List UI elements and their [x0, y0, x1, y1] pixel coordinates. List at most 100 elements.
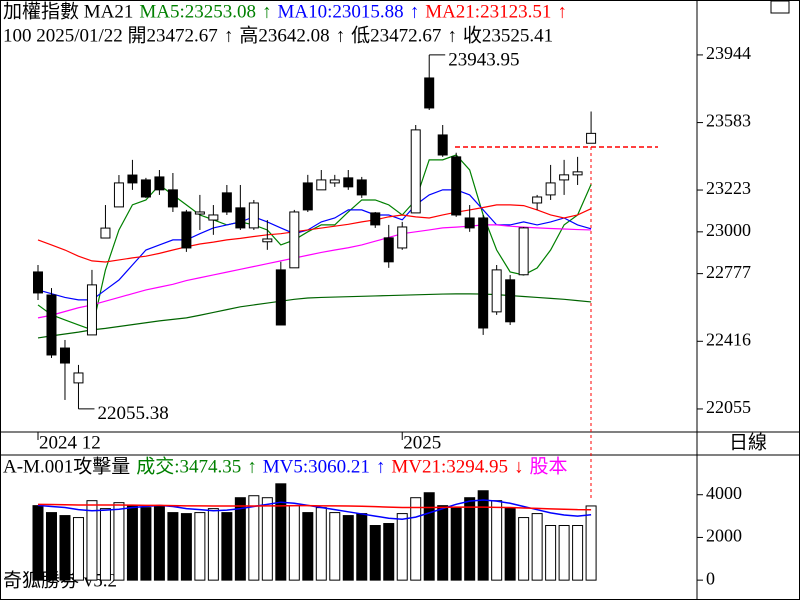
header-item: 股本 [530, 455, 568, 477]
volume-bar [113, 502, 125, 581]
header-item: MA10:23015.88 [278, 1, 404, 22]
header-item: MV21:3294.95 [391, 456, 508, 477]
candle-body [289, 211, 300, 269]
volume-bar [504, 507, 516, 581]
candle-body [235, 207, 246, 229]
candle-body [46, 294, 57, 356]
header-item: MA21:23123.51 [425, 1, 551, 22]
volume-bar [275, 483, 287, 581]
candle-body [572, 171, 583, 176]
candle-body [275, 269, 286, 326]
volume-bar [491, 500, 503, 581]
info-item: ↑ [336, 25, 346, 46]
volume-bar [180, 513, 192, 581]
candle-body [100, 227, 111, 239]
candle-body [518, 227, 529, 276]
y-tick-label: 23583 [706, 111, 751, 131]
candle-body [545, 182, 556, 196]
period-label: 日線 [729, 431, 767, 453]
x-tick-label: 2024 12 [39, 432, 101, 453]
candle-body [194, 211, 205, 215]
candle-body [59, 347, 70, 364]
volume-bar [194, 512, 206, 581]
volume-bar [315, 507, 327, 581]
candle-body [451, 156, 462, 216]
volume-bar [221, 512, 233, 581]
volume-bar [423, 492, 435, 581]
volume-bar [32, 505, 44, 581]
candle-body [329, 179, 340, 184]
ma-line [37, 154, 592, 331]
info-item: 收23525.41 [463, 24, 553, 46]
candle-body [33, 271, 43, 294]
volume-bar [531, 513, 543, 581]
candle-body [113, 182, 124, 208]
header-item: A-M.001攻擊量 [3, 455, 130, 477]
y-tick-label: 4000 [706, 483, 742, 503]
volume-bar [356, 513, 368, 581]
candle-body [370, 212, 381, 226]
ma-line [37, 224, 592, 319]
candle-body [491, 269, 502, 313]
y-tick-label: 23000 [706, 220, 751, 240]
header-item: ↑ [410, 1, 420, 22]
candle-body [559, 174, 570, 181]
candle-body [532, 196, 543, 204]
y-tick-label: 23944 [706, 43, 751, 63]
candle-body [181, 211, 192, 249]
header-item: ↓ [514, 456, 524, 477]
volume-bar [437, 505, 449, 581]
y-tick-label: 22416 [706, 329, 751, 349]
annotation: 23943.95 [448, 49, 519, 70]
y-tick-label: 2000 [706, 526, 742, 546]
mv-line [37, 503, 592, 511]
volume-bar [450, 507, 462, 581]
volume-bar [59, 515, 71, 581]
volume-bar [558, 525, 570, 581]
candle-body [316, 179, 327, 191]
ma-line [37, 204, 592, 263]
volume-bar [342, 515, 354, 581]
y-tick-label: 22055 [706, 397, 751, 417]
volume-bar [140, 507, 152, 581]
volume-bar [167, 512, 179, 581]
volume-bar [86, 500, 98, 581]
candle-body [208, 214, 219, 221]
volume-bar [302, 512, 314, 581]
candle-body [424, 77, 435, 109]
info-item: 高23642.08 [239, 24, 329, 46]
volume-bar [99, 508, 111, 581]
volume-bar [585, 505, 597, 581]
candle-body [410, 129, 421, 214]
header-item: 加權指數 MA21 [3, 0, 133, 22]
candle-body [73, 372, 84, 384]
window-icon[interactable] [770, 0, 790, 14]
header-item: 成交:3474.35 [136, 455, 241, 477]
candle-body [302, 182, 313, 211]
volume-bar [369, 525, 381, 581]
candle-body [356, 179, 367, 196]
volume-bar [234, 497, 246, 581]
candle-body [86, 284, 97, 336]
candle-body [140, 179, 151, 198]
candle-body [397, 226, 408, 249]
volume-bar [288, 505, 300, 581]
volume-bar [518, 517, 530, 581]
header-item: MV5:3060.21 [263, 456, 370, 477]
volume-bar [464, 497, 476, 581]
candle-body [586, 132, 597, 144]
candle-body [248, 202, 259, 229]
volume-bar [126, 505, 138, 581]
volume-bar [545, 525, 557, 581]
candle-body [221, 192, 232, 213]
volume-bar [396, 513, 408, 581]
candle-body [464, 217, 475, 229]
volume-bar [45, 512, 57, 581]
candle-body [154, 176, 165, 191]
candle-body [505, 279, 516, 323]
y-tick-label: 22777 [706, 262, 751, 282]
volume-bar [261, 497, 273, 581]
header-item: MA5:23253.08 [139, 1, 256, 22]
